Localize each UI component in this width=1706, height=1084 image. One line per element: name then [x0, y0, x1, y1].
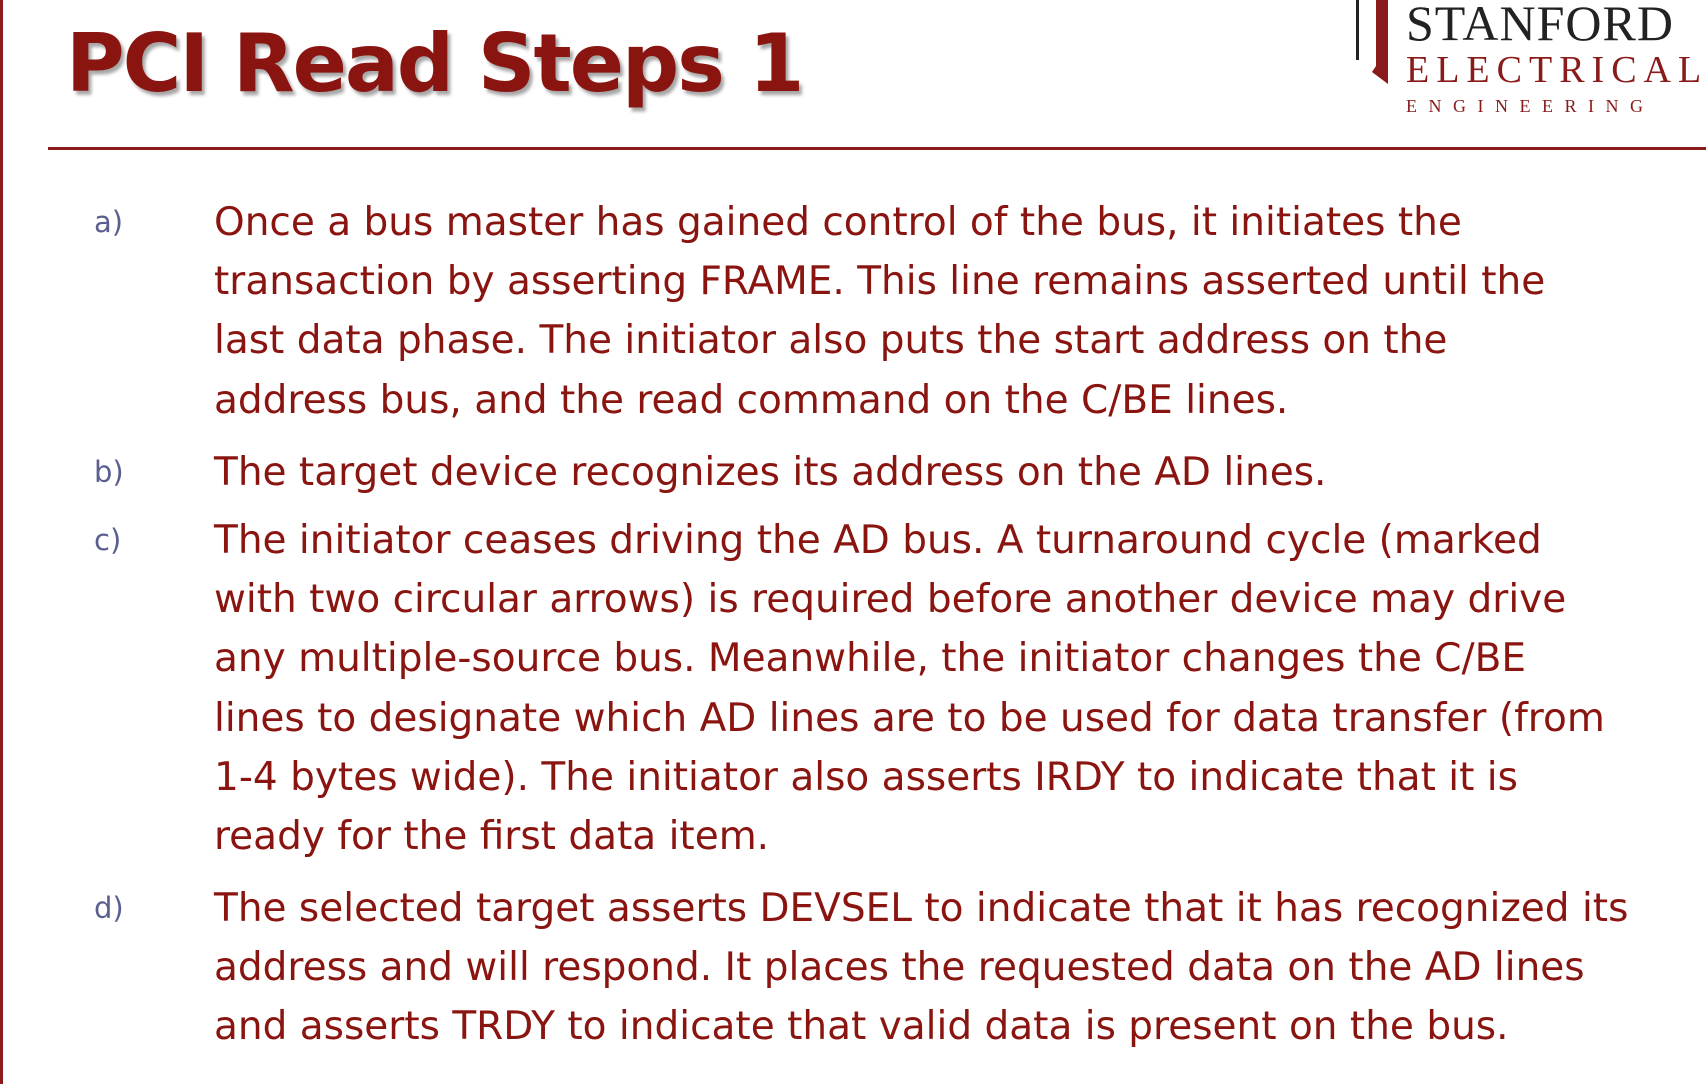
- step-d-line-2: address and will respond. It places the …: [214, 945, 1585, 991]
- step-c-line-5: 1-4 bytes wide). The initiator also asse…: [214, 754, 1518, 800]
- left-border: [0, 0, 3, 1084]
- step-d-line-1: The selected target asserts DEVSEL to in…: [214, 886, 1629, 931]
- step-c-line-2: with two circular arrows) is required be…: [214, 577, 1567, 623]
- logo-divider: [1356, 0, 1359, 60]
- step-marker-d: d): [94, 891, 124, 925]
- step-c-line-3: any multiple-source bus. Meanwhile, the …: [214, 636, 1527, 682]
- stanford-ee-logo: STANFORD ELECTRICAL ENGINEERING: [1356, 0, 1706, 125]
- step-a-line-2: transaction by asserting FRAME. This lin…: [214, 259, 1546, 305]
- step-c-line-1: The initiator ceases driving the AD bus.…: [214, 518, 1542, 563]
- step-b-line-1: The target device recognizes its address…: [214, 450, 1327, 495]
- step-a-line-3: last data phase. The initiator also puts…: [214, 318, 1448, 364]
- step-marker-a: a): [94, 205, 124, 239]
- step-marker-b: b): [94, 455, 124, 489]
- step-text-a: Once a bus master has gained control of …: [214, 193, 1664, 430]
- step-text-c: The initiator ceases driving the AD bus.…: [214, 511, 1664, 866]
- logo-electrical: ELECTRICAL: [1406, 49, 1706, 91]
- title-divider: [48, 147, 1706, 150]
- step-a-line-1: Once a bus master has gained control of …: [214, 200, 1462, 245]
- step-c-line-6: ready for the first data item.: [214, 814, 770, 860]
- step-a-line-4: address bus, and the read command on the…: [214, 377, 1289, 423]
- logo-engineering: ENGINEERING: [1406, 96, 1655, 116]
- logo-stanford: STANFORD: [1406, 0, 1674, 51]
- step-c-line-4: lines to designate which AD lines are to…: [214, 695, 1605, 741]
- step-text-d: The selected target asserts DEVSEL to in…: [214, 879, 1664, 1057]
- step-d-line-3: and asserts TRDY to indicate that valid …: [214, 1004, 1509, 1050]
- step-text-b: The target device recognizes its address…: [214, 443, 1664, 502]
- slide-title: PCI Read Steps 1: [66, 17, 804, 110]
- step-marker-c: c): [94, 523, 122, 557]
- logo-mark-icon: [1372, 0, 1388, 84]
